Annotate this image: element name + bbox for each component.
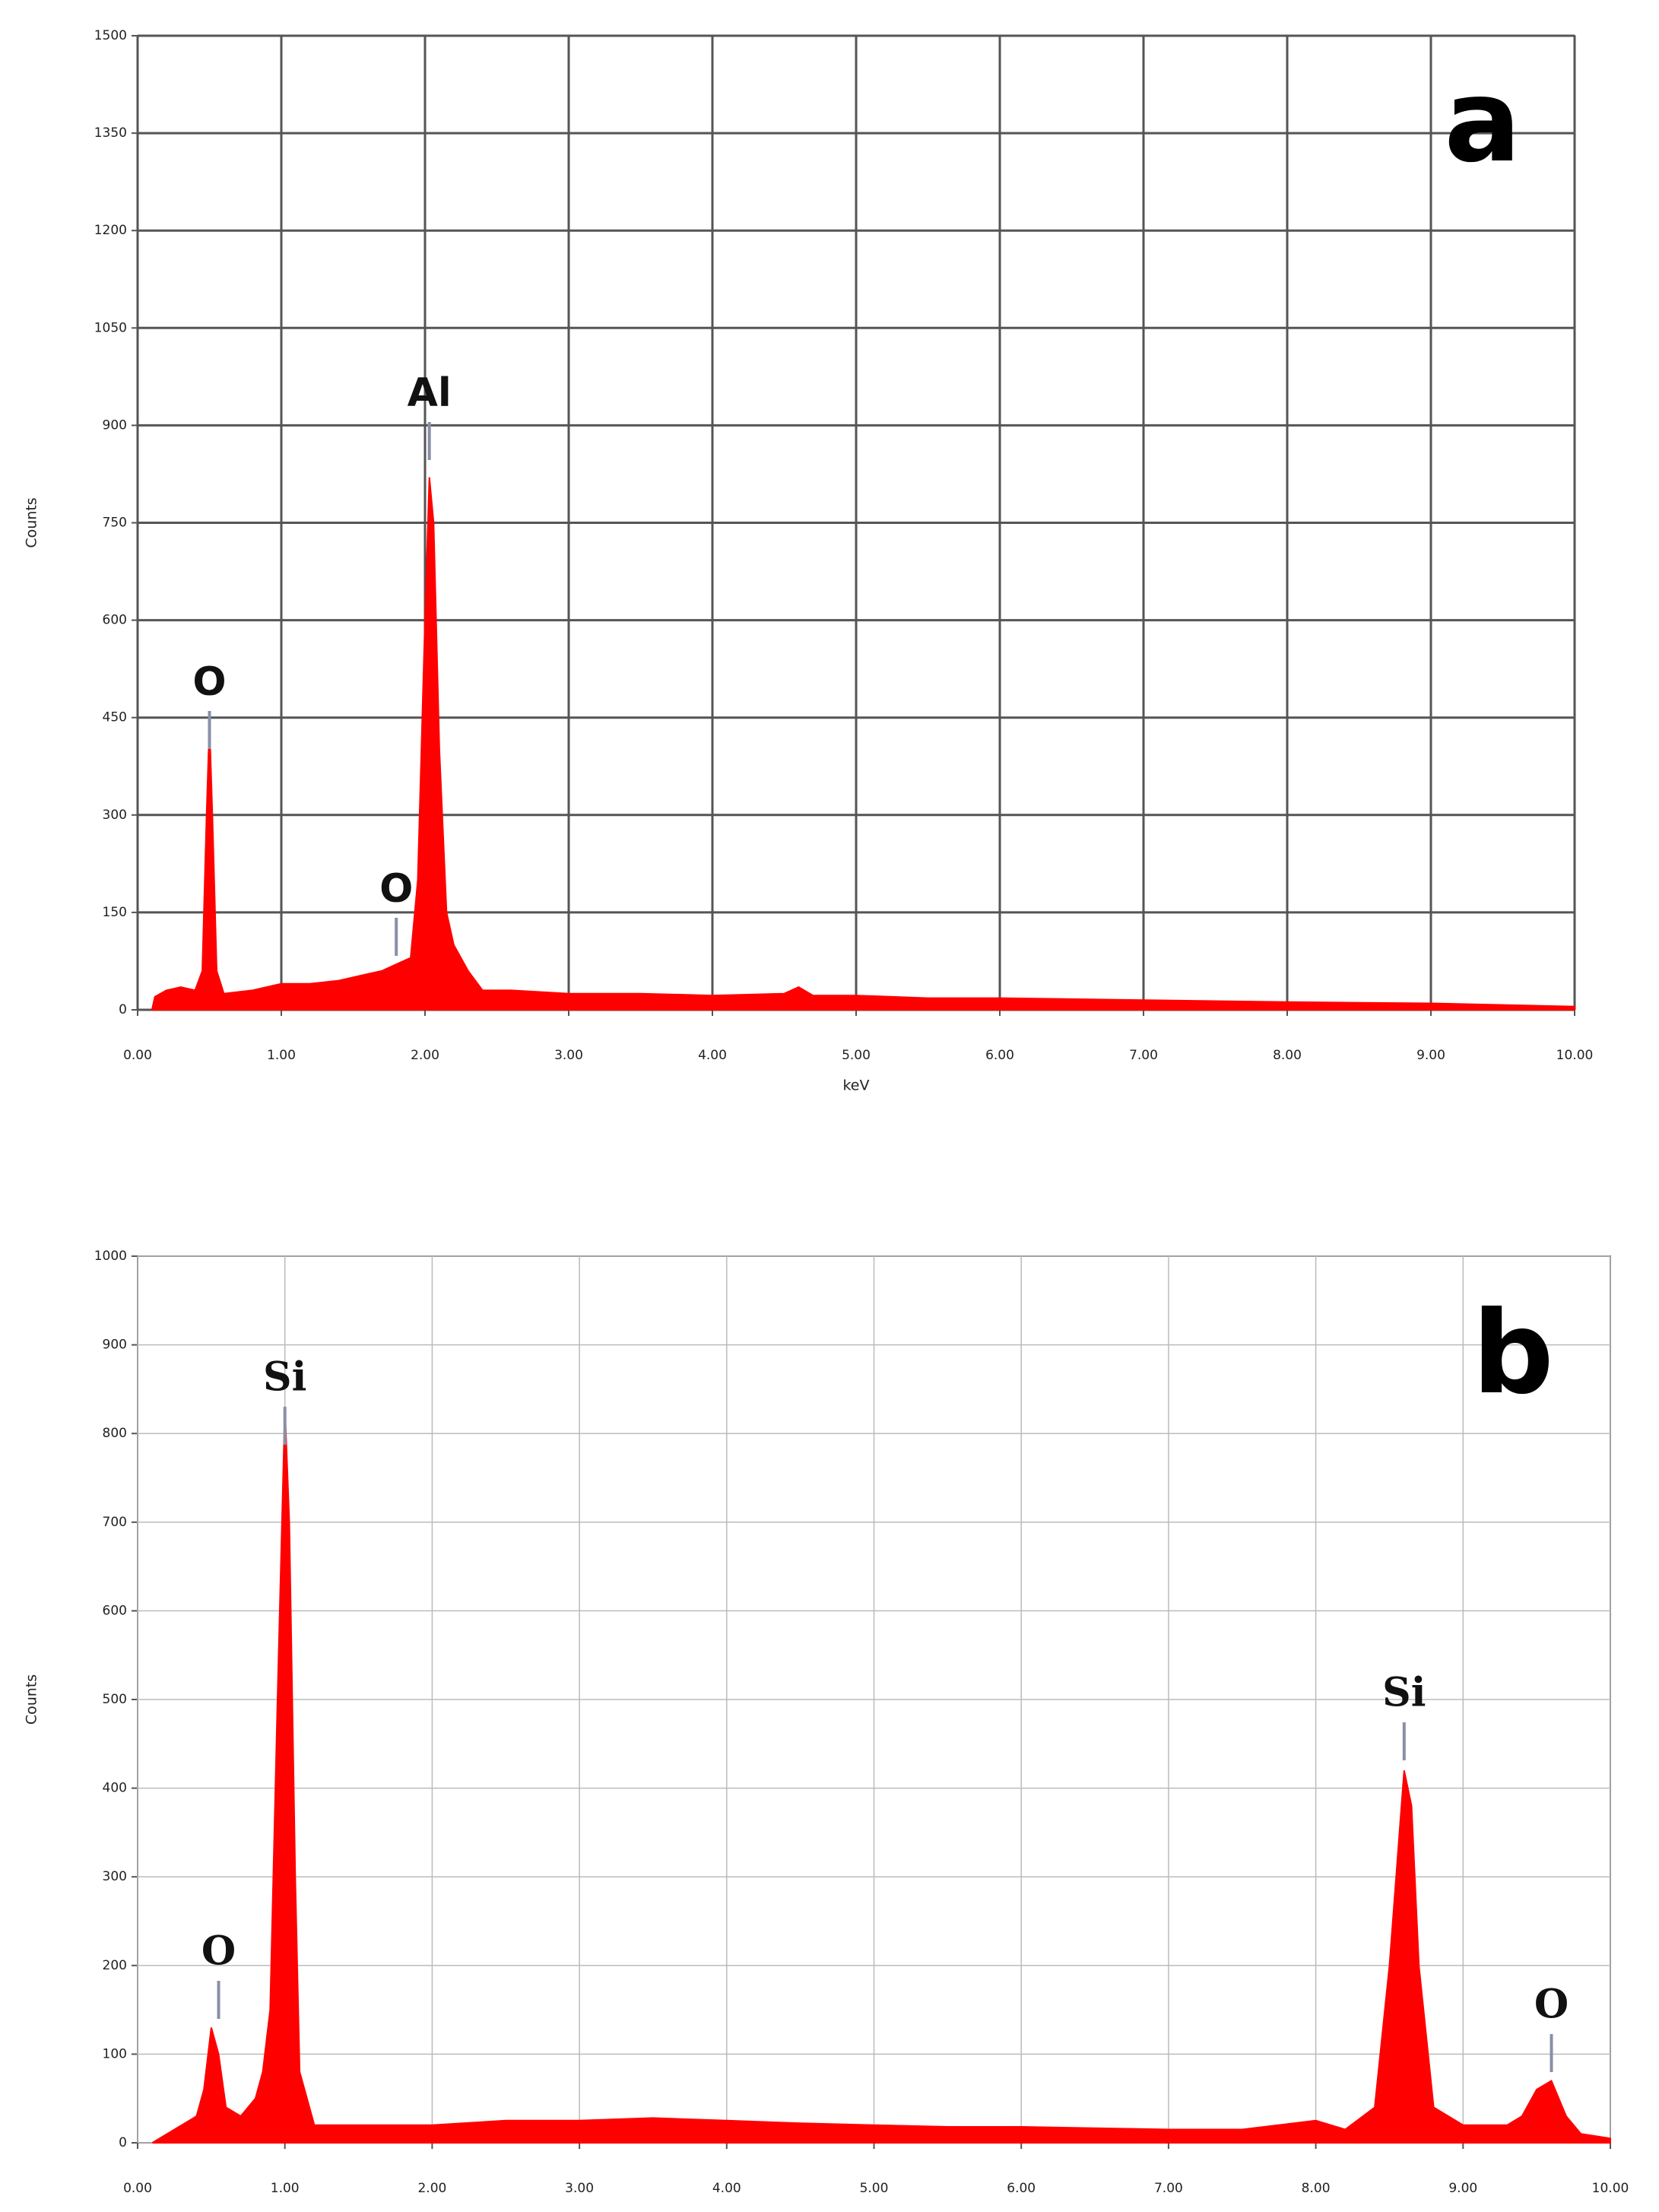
- x-tick-label: 8.00: [1273, 1048, 1302, 1063]
- x-tick-label: 0.00: [123, 1048, 152, 1063]
- panel-letter: b: [1472, 1287, 1553, 1420]
- peak-label: O: [201, 1928, 236, 1975]
- x-tick-label: 3.00: [565, 2181, 594, 2196]
- y-tick-label: 500: [103, 1692, 127, 1707]
- x-tick-label: 6.00: [1007, 2181, 1036, 2196]
- y-tick-label: 1500: [94, 28, 127, 43]
- peak-label: O: [1534, 1982, 1569, 2028]
- y-tick-label: 700: [103, 1515, 127, 1530]
- y-tick-label: 0: [119, 1002, 127, 1017]
- peak-label: Si: [263, 1354, 306, 1401]
- y-tick-label: 150: [103, 905, 127, 920]
- y-tick-label: 1350: [94, 125, 127, 141]
- x-axis-label: keV: [842, 1077, 869, 1094]
- x-tick-label: 4.00: [698, 1048, 727, 1063]
- y-tick-label: 1050: [94, 320, 127, 335]
- x-tick-label: 5.00: [860, 2181, 889, 2196]
- y-tick-label: 900: [103, 1338, 127, 1353]
- y-tick-label: 750: [103, 516, 127, 531]
- x-tick-label: 2.00: [417, 2181, 446, 2196]
- y-tick-label: 450: [103, 710, 127, 725]
- peak-label: O: [379, 866, 413, 912]
- y-axis-label: Counts: [24, 1674, 40, 1725]
- y-tick-label: 1000: [94, 1249, 127, 1264]
- y-tick-label: 1200: [94, 223, 127, 238]
- x-tick-label: 9.00: [1448, 2181, 1477, 2196]
- x-tick-label: 10.00: [1556, 1048, 1594, 1063]
- x-tick-label: 7.00: [1129, 1048, 1158, 1063]
- x-tick-label: 4.00: [712, 2181, 741, 2196]
- x-tick-label: 6.00: [985, 1048, 1014, 1063]
- x-axis-label: keV: [861, 2210, 887, 2212]
- y-axis-label: Counts: [24, 497, 40, 547]
- y-tick-label: 100: [103, 2046, 127, 2061]
- x-tick-label: 10.00: [1592, 2181, 1629, 2196]
- x-tick-label: 9.00: [1416, 1048, 1445, 1063]
- x-tick-label: 1.00: [267, 1048, 296, 1063]
- y-tick-label: 300: [103, 808, 127, 823]
- y-tick-label: 300: [103, 1869, 127, 1884]
- y-tick-label: 400: [103, 1781, 127, 1796]
- x-tick-label: 0.00: [123, 2181, 152, 2196]
- x-tick-label: 8.00: [1302, 2181, 1331, 2196]
- y-tick-label: 900: [103, 417, 127, 433]
- x-tick-label: 2.00: [411, 1048, 439, 1063]
- peak-label: Al: [408, 370, 452, 416]
- y-tick-label: 600: [103, 613, 127, 628]
- x-tick-label: 5.00: [842, 1048, 871, 1063]
- y-tick-label: 600: [103, 1603, 127, 1618]
- x-tick-label: 1.00: [271, 2181, 300, 2196]
- x-tick-label: 3.00: [554, 1048, 583, 1063]
- y-tick-label: 200: [103, 1958, 127, 1973]
- spectrum-area: [151, 1407, 1611, 2144]
- peak-label: Si: [1382, 1670, 1426, 1716]
- x-tick-label: 7.00: [1154, 2181, 1183, 2196]
- y-tick-label: 800: [103, 1426, 127, 1441]
- y-tick-label: 0: [119, 2135, 127, 2150]
- panel-letter: a: [1444, 56, 1521, 188]
- peak-label: O: [192, 659, 226, 705]
